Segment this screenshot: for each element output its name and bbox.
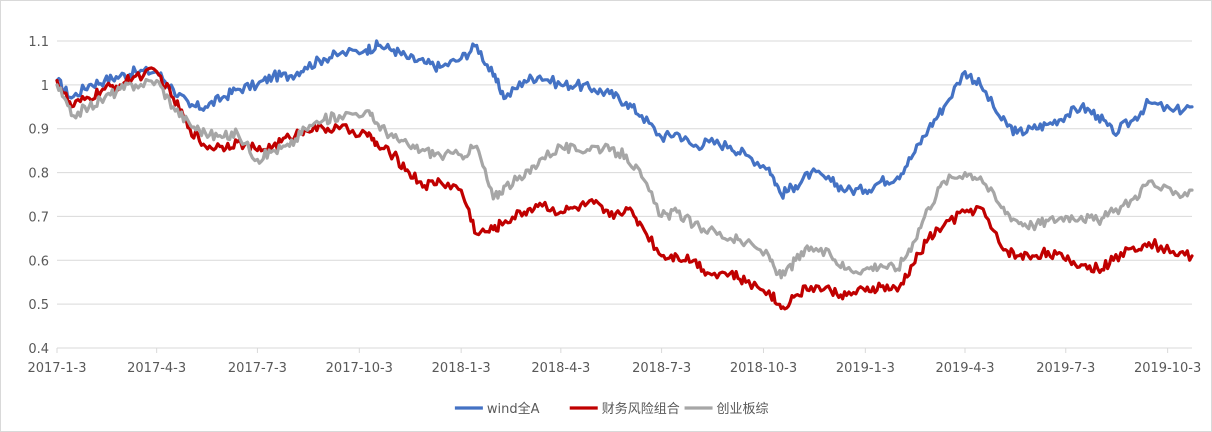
x-tick-label: 2018-4-3 (531, 361, 590, 376)
x-tick-label: 2017-1-3 (27, 361, 86, 376)
legend-label-2: 财务风险组合 (602, 401, 680, 417)
series-line-1 (55, 39, 1194, 200)
y-tick-label: 1.1 (28, 35, 49, 50)
x-tick-label: 2017-10-3 (326, 361, 393, 376)
x-tick-label: 2017-4-3 (127, 361, 186, 376)
legend-label-3: 创业板综 (717, 402, 769, 417)
series-line-3 (55, 77, 1194, 280)
gridlines (57, 40, 1192, 305)
y-tick-label: 1 (41, 79, 49, 94)
series-lines (55, 39, 1194, 311)
y-tick-label: 0.5 (28, 298, 49, 313)
y-tick-label: 0.7 (28, 210, 49, 225)
x-tick-label: 2017-7-3 (228, 361, 287, 376)
x-tick-label: 2018-1-3 (432, 361, 491, 376)
y-tick-label: 0.9 (28, 123, 49, 138)
y-tick-label: 0.4 (28, 342, 49, 357)
y-tick-label: 0.6 (28, 254, 49, 269)
x-tick-label: 2018-7-3 (632, 361, 691, 376)
legend-label-1: wind全A (487, 401, 540, 417)
legend: wind全A 财务风险组合 创业板综 (454, 401, 769, 417)
x-axis-tick-marks (56, 348, 1169, 353)
x-tick-label: 2018-10-3 (730, 361, 797, 376)
y-axis-tick-labels: 0.4 0.5 0.6 0.7 0.8 0.9 1 1.1 (28, 35, 49, 357)
x-axis-tick-labels: 2017-1-3 2017-4-3 2017-7-3 2017-10-3 2018-1-… (27, 361, 1201, 376)
x-tick-label: 2019-4-3 (935, 361, 994, 376)
x-tick-label: 2019-7-3 (1036, 361, 1095, 376)
x-tick-label: 2019-1-3 (836, 361, 895, 376)
y-tick-label: 0.8 (28, 167, 49, 182)
x-tick-label: 2019-10-3 (1134, 361, 1201, 376)
